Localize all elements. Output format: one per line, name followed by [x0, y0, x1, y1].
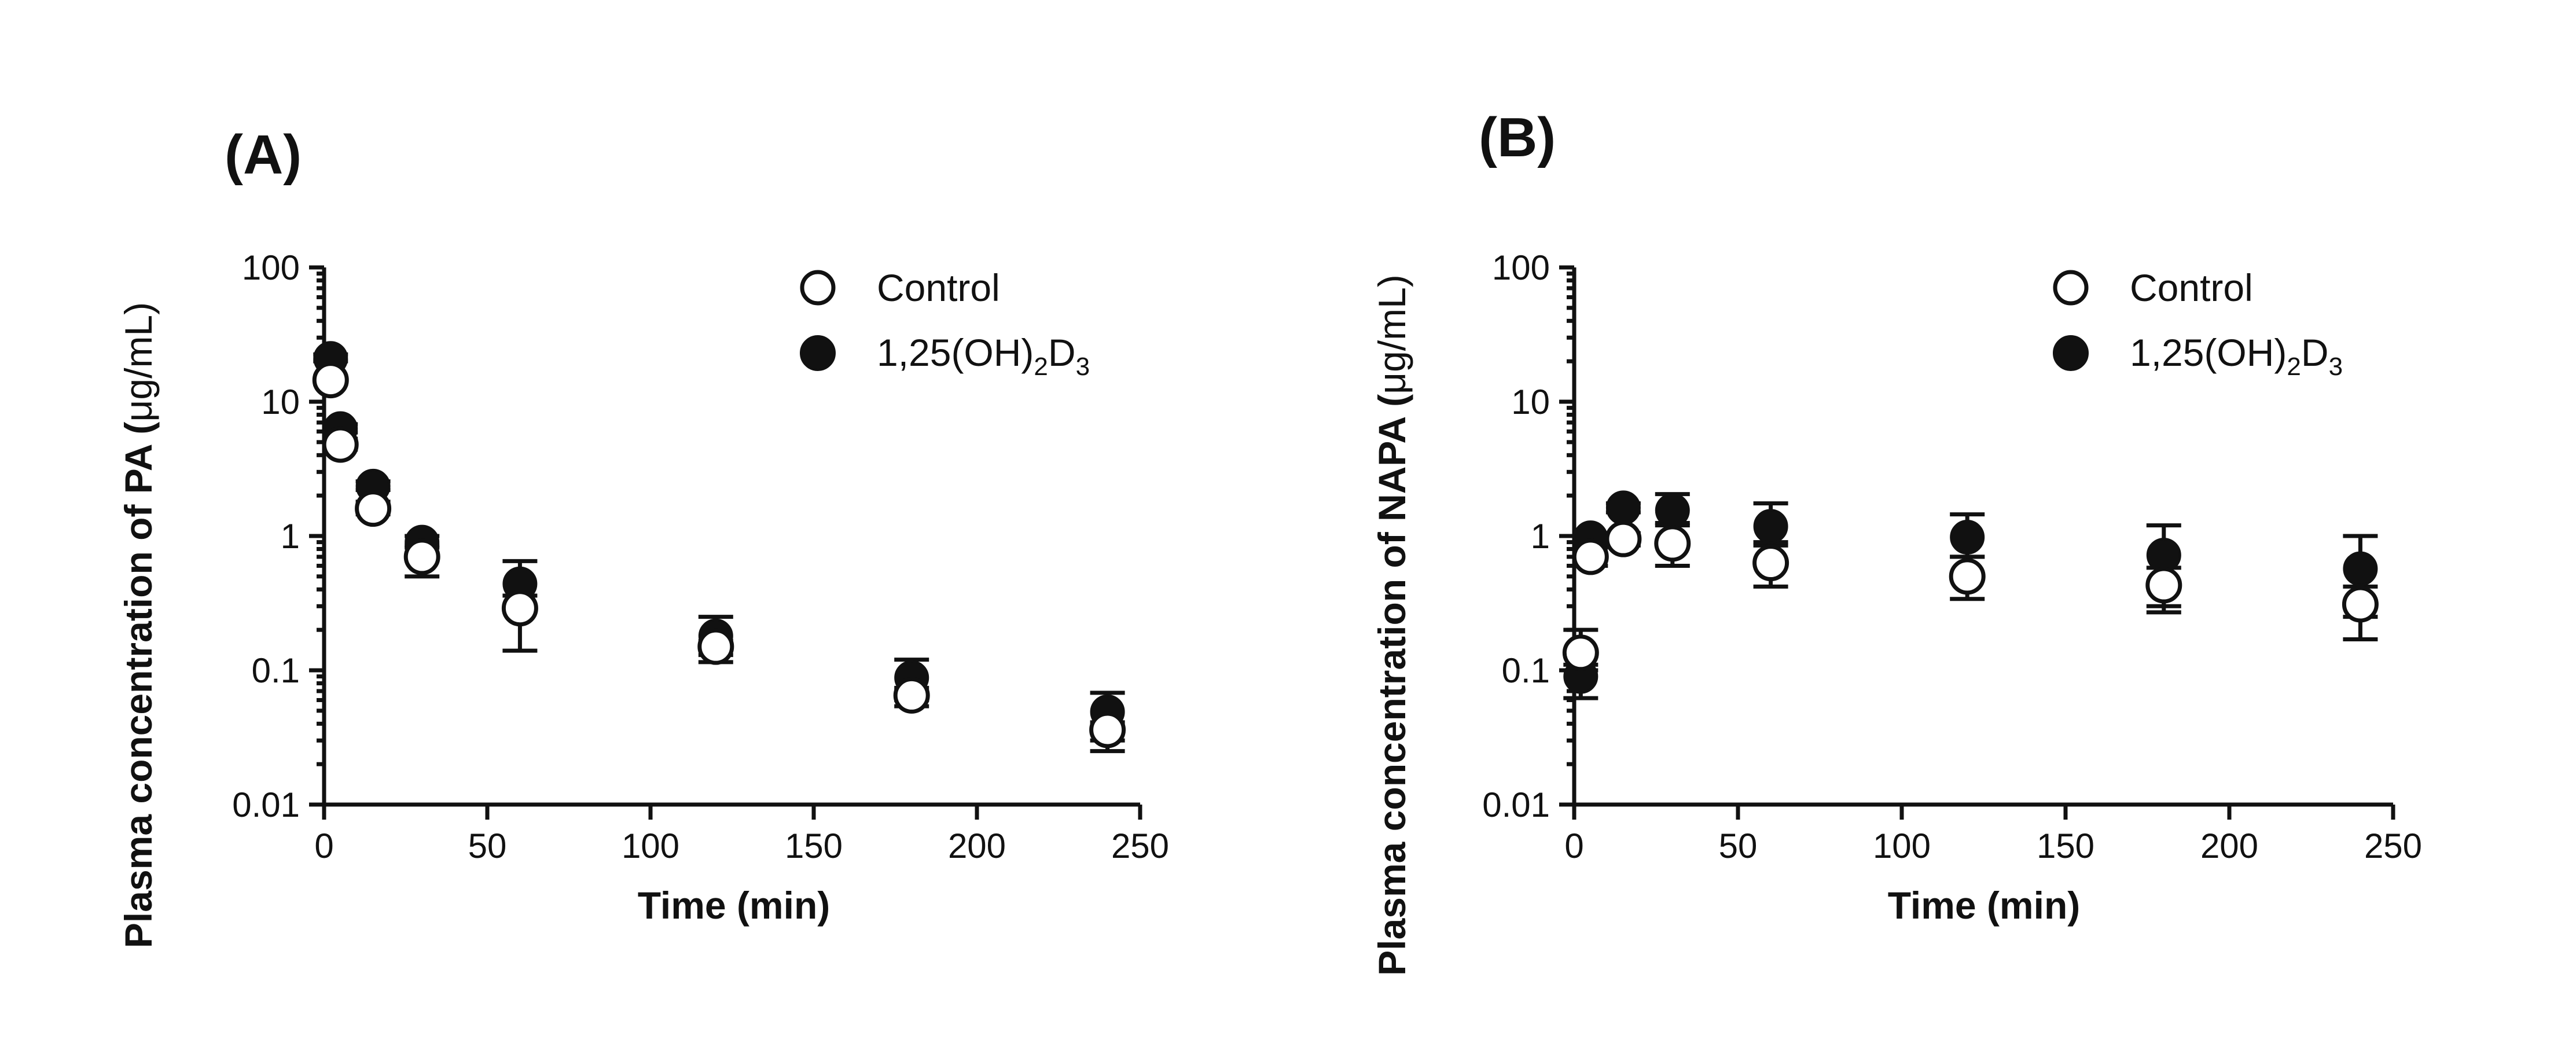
panel-b-x-tick-label: 100: [1873, 827, 1931, 865]
legend-control-marker: [2053, 270, 2089, 306]
control-data-point: [1562, 634, 1599, 671]
legend-treated-marker: [2053, 335, 2089, 371]
panel-a-y-tick-label: 100: [242, 248, 300, 287]
panel-a-axes: 0.01 0.1 1 10 100 0 50 100 150 200 250: [232, 248, 1169, 865]
panel-a-x-tick-label: 100: [622, 827, 679, 865]
panel-b-x-tick-label: 50: [1719, 827, 1758, 865]
panel-b-y-tick-label: 0.01: [1482, 785, 1550, 824]
panel-b-axes: 0.01 0.1 1 10 100 0 50 100 150 200 250: [1482, 248, 2422, 865]
treated-data-point: [1605, 490, 1641, 526]
panel-a-x-tick-label: 0: [314, 827, 333, 865]
legend-control-marker: [800, 270, 836, 306]
legend-treated-label: 1,25(OH)2D3: [2130, 331, 2343, 381]
panel-b-y-axis-title: Plasma concentration of NAPA (μg/mL): [1370, 274, 1413, 976]
legend-treated-label: 1,25(OH)2D3: [877, 331, 1090, 381]
control-data-point: [1752, 545, 1789, 582]
panel-a-x-tick-label: 150: [785, 827, 843, 865]
panel-b-y-tick-label: 100: [1492, 248, 1550, 287]
panel-b-markers-control: [1562, 520, 2379, 671]
panel-b: (B) Control 1,25(OH)2D3 Plasma concentra…: [1370, 107, 2422, 976]
panel-a-y-tick-label: 0.01: [232, 785, 300, 824]
panel-b-x-tick-label: 200: [2200, 827, 2258, 865]
treated-data-point: [1950, 520, 1985, 555]
control-data-point: [1654, 525, 1691, 562]
control-data-point: [312, 362, 349, 399]
panel-a-x-tick-label: 50: [468, 827, 507, 865]
legend-control-label: Control: [2130, 266, 2253, 309]
control-data-point: [2145, 567, 2182, 604]
panel-b-label: (B): [1479, 107, 1556, 168]
control-data-point: [697, 628, 734, 665]
panel-b-y-tick-label: 0.1: [1502, 651, 1550, 690]
panel-a-markers-treated: [313, 341, 1125, 729]
panel-a-y-tick-label: 1: [281, 517, 300, 556]
panel-a-y-axis-title: Plasma concentration of PA (μg/mL): [117, 302, 160, 948]
control-data-point: [403, 538, 440, 575]
control-data-point: [1605, 520, 1642, 557]
panel-b-x-tick-label: 150: [2037, 827, 2094, 865]
control-data-point: [1089, 711, 1126, 748]
panel-b-y-tick-label: 10: [1511, 383, 1550, 421]
control-data-point: [2342, 586, 2379, 623]
panel-a: (A) Control 1,25(OH)2D3 Plasma concentra…: [117, 124, 1169, 948]
panel-b-legend: Control 1,25(OH)2D3: [2053, 266, 2343, 381]
treated-data-point: [2146, 538, 2181, 573]
treated-data-point: [1753, 509, 1788, 544]
panel-b-x-tick-label: 250: [2364, 827, 2422, 865]
control-data-point: [355, 490, 392, 527]
legend-control-label: Control: [877, 266, 1000, 309]
panel-a-x-tick-label: 250: [1111, 827, 1169, 865]
treated-data-point: [2343, 551, 2378, 586]
panel-a-x-axis-title: Time (min): [638, 884, 830, 927]
panel-a-label: (A): [225, 124, 302, 186]
control-data-point: [501, 590, 538, 627]
legend-treated-marker: [800, 335, 836, 371]
control-data-point: [1949, 558, 1986, 595]
panel-a-x-tick-label: 200: [948, 827, 1006, 865]
panel-b-x-tick-label: 0: [1564, 827, 1583, 865]
panel-a-legend: Control 1,25(OH)2D3: [800, 266, 1090, 381]
control-data-point: [322, 426, 359, 463]
treated-data-point: [1655, 493, 1690, 528]
control-data-point: [1572, 538, 1609, 575]
control-data-point: [893, 677, 930, 714]
panel-a-markers-control: [312, 362, 1126, 748]
panel-a-y-tick-label: 0.1: [252, 651, 300, 690]
panel-b-y-tick-label: 1: [1531, 517, 1550, 556]
panel-b-x-axis-title: Time (min): [1888, 884, 2080, 927]
panel-a-y-tick-label: 10: [261, 383, 300, 421]
